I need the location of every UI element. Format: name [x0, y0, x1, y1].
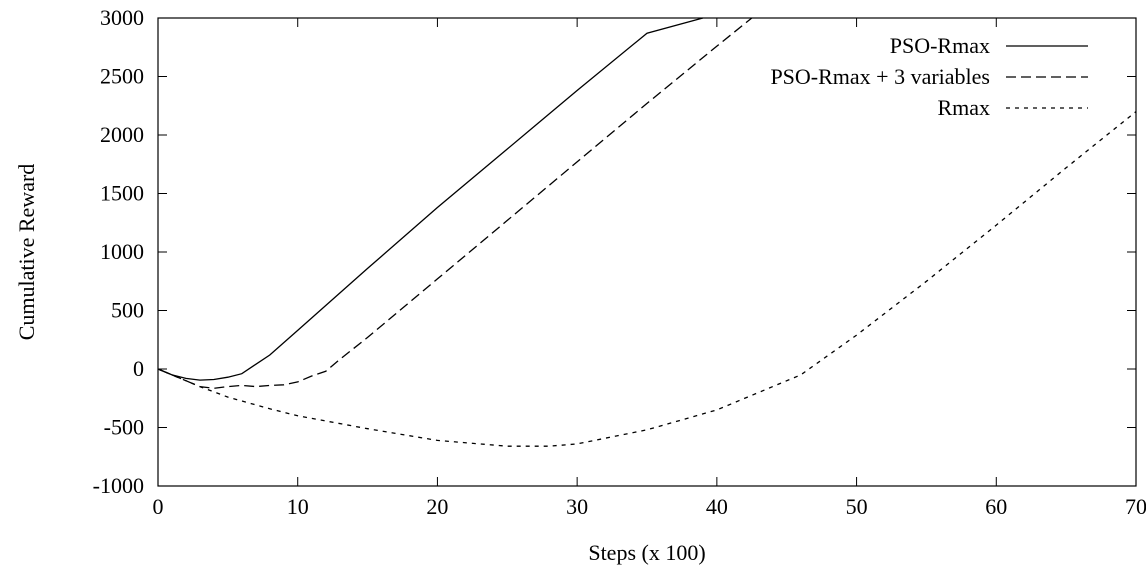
y-tick-label: 2500 — [100, 64, 144, 89]
legend-label-pso-rmax-3-variables: PSO-Rmax + 3 variables — [770, 64, 990, 89]
plot-frame — [157, 17, 1137, 487]
y-tick-label: 1500 — [100, 181, 144, 206]
y-axis-title: Cumulative Reward — [14, 164, 39, 341]
series-line-rmax — [157, 111, 1137, 447]
y-tick-label: -1000 — [93, 473, 144, 498]
legend-label-rmax: Rmax — [937, 95, 990, 120]
y-tick-label: -500 — [104, 415, 144, 440]
x-tick-label: 10 — [287, 494, 309, 519]
series-line-pso-rmax — [157, 17, 704, 381]
y-tick-label: 1000 — [100, 239, 144, 264]
x-tick-label: 60 — [985, 494, 1007, 519]
axis-ticks: 0 10 20 30 40 50 60 70 -1000 -500 0 500 1000 1500 2000… — [93, 5, 1146, 519]
x-tick-label: 20 — [426, 494, 448, 519]
y-tick-label: 3000 — [100, 5, 144, 30]
y-tick-label: 500 — [111, 298, 144, 323]
series-line-pso-rmax-3-variables — [157, 17, 753, 389]
legend: PSO-Rmax PSO-Rmax + 3 variables Rmax — [770, 33, 1088, 120]
y-tick-label: 0 — [133, 356, 144, 381]
series-group — [157, 17, 1137, 447]
x-tick-label: 70 — [1125, 494, 1146, 519]
x-tick-label: 50 — [846, 494, 868, 519]
legend-label-pso-rmax: PSO-Rmax — [890, 33, 990, 58]
y-tick-label: 2000 — [100, 122, 144, 147]
x-tick-label: 30 — [566, 494, 588, 519]
x-tick-label: 0 — [153, 494, 164, 519]
x-axis-title: Steps (x 100) — [588, 540, 705, 565]
x-tick-label: 40 — [706, 494, 728, 519]
